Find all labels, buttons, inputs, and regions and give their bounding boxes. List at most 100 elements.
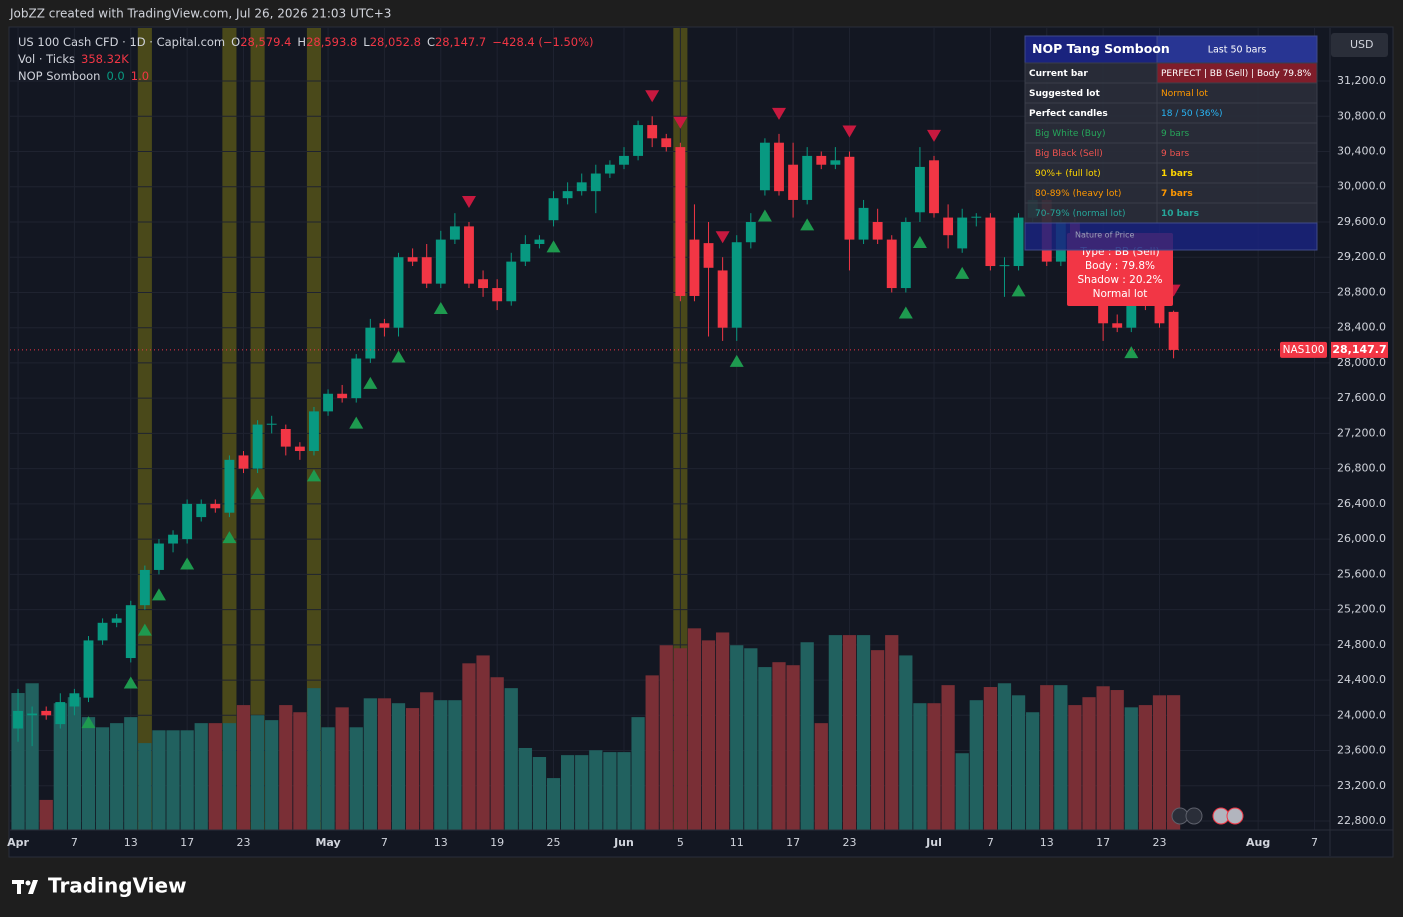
overlay-layer: 22,800.0 23,200.0 23,600.0 24,000.0 24,400.0… bbox=[7, 33, 1388, 849]
volume-bar bbox=[983, 687, 998, 830]
volume-bar bbox=[180, 730, 194, 830]
x-tick-label: 5 bbox=[677, 836, 684, 849]
y-tick-label: 25,200.0 bbox=[1337, 603, 1386, 616]
candle-body bbox=[27, 713, 38, 716]
candle-body bbox=[633, 125, 644, 156]
y-tick-label: 24,000.0 bbox=[1337, 708, 1386, 721]
volume-bar bbox=[617, 752, 631, 830]
signal-label-line: Normal lot bbox=[1093, 288, 1148, 300]
volume-bar bbox=[1138, 705, 1153, 830]
volume-bar bbox=[1096, 686, 1110, 830]
volume-bar bbox=[462, 663, 476, 830]
sell-signal bbox=[842, 125, 857, 138]
candle-body bbox=[280, 429, 291, 447]
candle-body bbox=[647, 125, 658, 139]
volume-bar bbox=[913, 703, 927, 830]
candle-body bbox=[238, 455, 249, 469]
volume-bar bbox=[476, 655, 490, 830]
currency-button bbox=[1331, 33, 1388, 57]
x-tick-label: 17 bbox=[786, 836, 800, 849]
volume-bar bbox=[335, 707, 349, 830]
buy-signal bbox=[546, 240, 561, 253]
volume-bar bbox=[716, 632, 730, 830]
volume-name: Vol · Ticks bbox=[18, 52, 75, 66]
sell-signal bbox=[673, 116, 688, 129]
volume-bar bbox=[307, 688, 321, 830]
symbol-tag: NAS100 bbox=[1283, 344, 1325, 356]
table-value: 9 bars bbox=[1161, 149, 1190, 159]
buy-signal bbox=[729, 354, 744, 367]
table-label: 70-79% (normal lot) bbox=[1035, 209, 1126, 219]
candle-body bbox=[393, 257, 404, 328]
ohlc-key: L bbox=[363, 35, 370, 49]
x-tick-label: Aug bbox=[1246, 836, 1270, 849]
volume-bar bbox=[95, 727, 110, 830]
x-tick-label: May bbox=[315, 836, 340, 849]
volume-bar bbox=[1082, 697, 1096, 830]
symbol: US 100 Cash CFD · 1D · Capital.com bbox=[18, 35, 225, 49]
candle-body bbox=[125, 605, 136, 659]
volume-bar bbox=[349, 727, 363, 830]
table-value: 7 bars bbox=[1161, 189, 1193, 199]
buy-signal bbox=[433, 302, 448, 315]
volume-bar bbox=[828, 635, 842, 830]
candle-body bbox=[576, 182, 587, 192]
candle-body bbox=[872, 221, 883, 240]
volume-bar bbox=[504, 688, 518, 830]
candle-body bbox=[1112, 323, 1123, 328]
volume-bar bbox=[645, 675, 659, 830]
candle-body bbox=[703, 243, 714, 268]
sell-signal bbox=[461, 195, 476, 208]
candle-body bbox=[731, 242, 742, 328]
buy-signal bbox=[912, 235, 927, 248]
y-tick-label: 29,200.0 bbox=[1337, 250, 1386, 263]
volume-bar bbox=[53, 703, 67, 830]
volume-bar bbox=[265, 720, 279, 830]
volume-bar bbox=[1166, 695, 1181, 830]
volume-bar bbox=[1040, 685, 1054, 830]
candle-body bbox=[55, 702, 66, 725]
x-tick-label: 11 bbox=[730, 836, 744, 849]
volume-bar bbox=[363, 698, 377, 830]
table-subtitle: Last 50 bars bbox=[1208, 45, 1267, 56]
ohlc-value: 28,052.8 bbox=[370, 35, 421, 49]
x-tick-label: 23 bbox=[237, 836, 251, 849]
volume-bar bbox=[1124, 707, 1138, 830]
candle-body bbox=[266, 423, 277, 425]
table-value: 1 bars bbox=[1161, 169, 1193, 179]
logo-text: TradingView bbox=[48, 874, 187, 898]
buy-signal bbox=[391, 350, 406, 363]
buy-signal bbox=[757, 209, 772, 222]
volume-legend: Vol · Ticks 358.32K bbox=[18, 52, 129, 66]
candle-body bbox=[69, 693, 80, 707]
candle-body bbox=[590, 173, 601, 192]
volume-bar bbox=[575, 755, 589, 830]
ohlc-value: 28,147.7 bbox=[435, 35, 486, 49]
volume-bar bbox=[603, 752, 617, 830]
y-tick-label: 24,400.0 bbox=[1337, 673, 1386, 686]
candle-body bbox=[492, 288, 503, 302]
y-tick-label: 26,000.0 bbox=[1337, 532, 1386, 545]
x-tick-label: Apr bbox=[7, 836, 29, 849]
table-value: 9 bars bbox=[1161, 129, 1190, 139]
buy-signal bbox=[306, 469, 321, 482]
volume-bar bbox=[941, 685, 955, 830]
indicator-value: 0.0 bbox=[106, 69, 124, 83]
buy-signal bbox=[81, 716, 96, 729]
volume-bar bbox=[1054, 685, 1068, 830]
table-label: 80-89% (heavy lot) bbox=[1035, 189, 1121, 199]
candle-body bbox=[379, 323, 390, 328]
candle-body bbox=[816, 155, 827, 165]
volume-bar bbox=[67, 697, 82, 830]
volume-bar bbox=[377, 698, 392, 830]
volume-bar bbox=[1152, 695, 1167, 830]
credit: JobZZ created with TradingView.com, Jul … bbox=[9, 7, 391, 21]
x-tick-label: 25 bbox=[547, 836, 561, 849]
candle-body bbox=[13, 710, 23, 729]
tv-logo-icon bbox=[12, 880, 38, 894]
volume-bar bbox=[955, 753, 969, 830]
volume-bar bbox=[842, 635, 857, 830]
y-tick-label: 25,600.0 bbox=[1337, 567, 1386, 580]
currency: USD bbox=[1350, 38, 1374, 51]
